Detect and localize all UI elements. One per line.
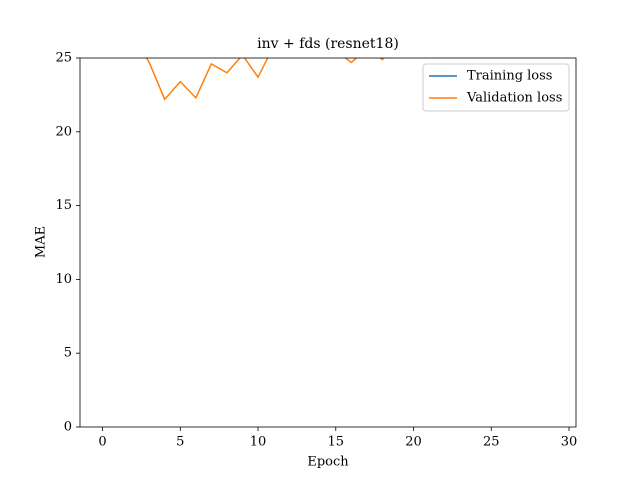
chart-title: inv + fds (resnet18) xyxy=(257,36,399,52)
legend-label: Validation loss xyxy=(466,91,562,106)
plot-frame xyxy=(79,57,577,428)
x-tick-label: 0 xyxy=(98,435,106,450)
legend-box xyxy=(422,63,570,112)
x-tick-label: 15 xyxy=(328,435,345,450)
y-tick-label: 5 xyxy=(64,346,72,361)
y-tick-label: 20 xyxy=(55,124,72,139)
x-tick-label: 20 xyxy=(405,435,422,450)
plot-lines xyxy=(145,58,385,101)
x-tick-label: 5 xyxy=(176,435,184,450)
y-tick-label: 0 xyxy=(64,420,72,435)
x-tick-label: 30 xyxy=(561,435,578,450)
y-tick-label: 10 xyxy=(55,272,72,287)
y-tick-label: 25 xyxy=(55,51,72,66)
x-axis-label: Epoch xyxy=(307,455,349,470)
x-tick-label: 10 xyxy=(250,435,267,450)
legend-label: Training loss xyxy=(467,69,552,84)
y-tick-label: 15 xyxy=(55,198,72,213)
data-line xyxy=(145,58,385,101)
x-tick-label: 25 xyxy=(483,435,500,450)
y-axis-label: MAE xyxy=(34,226,49,258)
